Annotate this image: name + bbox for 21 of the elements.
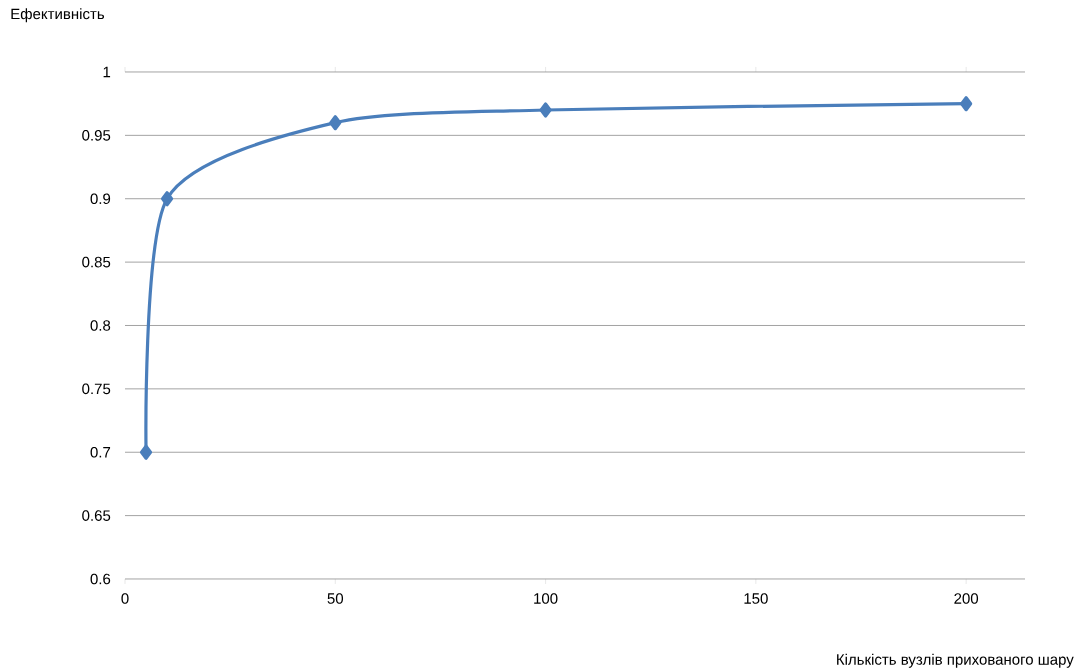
y-tick-label: 0.6: [90, 573, 111, 585]
point: [139, 444, 153, 460]
point: [539, 102, 552, 118]
y-tick-label: 0.75: [82, 383, 111, 395]
y-axis-title: Ефективність: [11, 8, 105, 23]
y-tick-label: 0.65: [82, 510, 111, 521]
point: [960, 96, 973, 112]
x-tick-label: 50: [327, 593, 344, 604]
x-tick-label: 0: [121, 593, 129, 604]
y-tick-label: 0.85: [82, 256, 111, 268]
y-tick-label: 1: [103, 66, 111, 78]
x-tick-label: 100: [534, 593, 558, 604]
point: [160, 191, 174, 207]
y-tick-label: 0.7: [90, 446, 111, 458]
point: [329, 115, 342, 131]
y-tick-label: 0.9: [90, 193, 111, 205]
x-tick-label: 200: [954, 593, 979, 604]
y-tick-label: 0.95: [82, 130, 111, 141]
x-axis-title: Кількість вузлів прихованого шару: [837, 653, 1074, 668]
y-tick-label: 0.8: [90, 320, 111, 331]
x-tick-label: 150: [744, 593, 768, 604]
